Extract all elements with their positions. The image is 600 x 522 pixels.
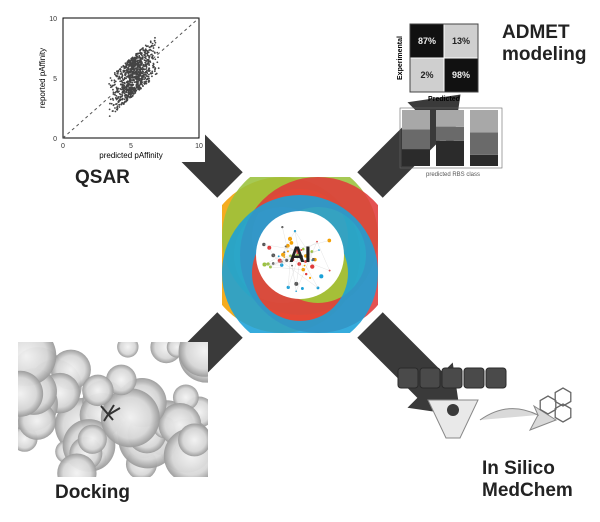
svg-text:5: 5 (53, 76, 57, 83)
qsar-panel: 00 5 5 10 10 predicted pAffinity reported pAff… (35, 12, 205, 162)
docking-panel (18, 342, 208, 477)
svg-text:10: 10 (195, 143, 203, 150)
ai-label: AI (222, 177, 378, 333)
svg-text:98%: 98% (452, 70, 470, 80)
svg-text:0: 0 (61, 143, 65, 150)
svg-text:87%: 87% (418, 36, 436, 46)
svg-text:5: 5 (129, 143, 133, 150)
docking-title: Docking (55, 482, 130, 504)
svg-text:predicted pAffinity: predicted pAffinity (99, 151, 162, 160)
qsar-title: QSAR (75, 167, 130, 189)
svg-text:0: 0 (53, 136, 57, 143)
medchem-title: In Silico MedChem (482, 458, 573, 502)
svg-text:reported pAffinity: reported pAffinity (38, 48, 47, 108)
svg-text:2%: 2% (420, 70, 433, 80)
medchem-panel (388, 360, 583, 460)
svg-text:13%: 13% (452, 36, 470, 46)
admet-title: ADMET modeling (502, 22, 586, 66)
svg-text:predicted RBS class: predicted RBS class (426, 172, 480, 178)
svg-text:Experimental: Experimental (397, 36, 404, 80)
svg-text:10: 10 (49, 16, 57, 23)
admet-panel: 87% 13% 2% 98% Predicted Experimental predicte… (388, 18, 508, 178)
ai-center: AI (222, 177, 378, 333)
svg-text:Predicted: Predicted (428, 96, 460, 103)
